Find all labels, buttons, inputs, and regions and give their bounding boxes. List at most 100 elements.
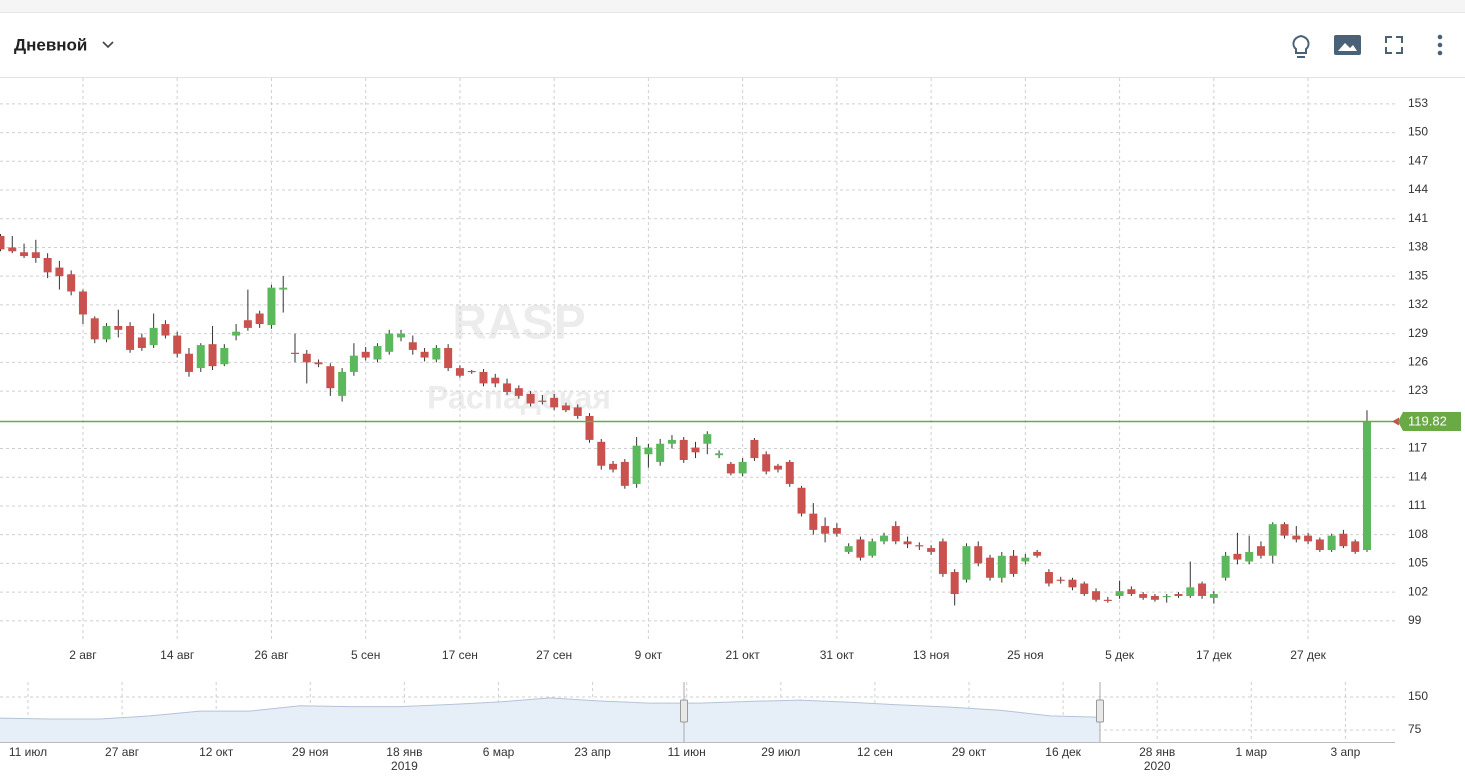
navigator-x-label: 11 июл [9,745,47,759]
candle-body [1068,579,1077,588]
last-price-flag [1398,412,1461,432]
candle-body [137,337,146,348]
candle-body [78,291,87,315]
candle-body [1256,546,1265,556]
top-strip [0,0,1465,12]
candle-body [102,325,111,340]
candle-body [1080,583,1089,595]
candle-body [1127,589,1136,595]
navigator-y-label: 75 [1408,722,1422,736]
candle-body [632,445,641,484]
y-tick-label: 111 [1408,498,1427,512]
interval-chevron[interactable] [102,41,114,49]
navigator-handle[interactable] [680,699,688,723]
last-price-marker [1392,417,1399,426]
navigator-y-label: 150 [1408,689,1428,703]
candle-body [585,415,594,440]
candle-body [1339,533,1348,547]
y-tick-label: 105 [1408,556,1428,570]
y-tick-label: 114 [1408,469,1427,483]
candle-body [962,546,971,580]
candle-body [243,320,252,328]
candle-body [938,541,947,574]
x-tick-label: 17 дек [1196,648,1232,662]
candle-body [773,465,782,470]
y-tick-label: 147 [1408,153,1428,167]
menu-button[interactable] [1437,34,1443,56]
candle-body [797,487,806,514]
candle-body [986,557,995,578]
candle-body [1362,421,1371,551]
snapshot-button[interactable] [1334,35,1361,55]
idea-button[interactable] [1292,34,1310,58]
candle-body [67,274,76,292]
navigator-x-label: 12 сен [857,745,893,759]
candle-body [620,461,629,486]
candle-body [726,463,735,474]
candle-body [126,325,135,350]
x-tick-label: 26 авг [254,648,289,662]
candle-body [444,347,453,369]
x-tick-label: 2 авг [69,648,97,662]
candle-body [220,347,229,365]
candle-body [832,527,841,534]
candle-body [950,572,959,595]
candle-body [1009,555,1018,574]
candle-body [1209,594,1218,598]
candle-body [1139,594,1148,598]
y-tick-label: 135 [1408,268,1428,282]
candle-body [1044,572,1053,584]
last-price-label: 119.82 [1408,413,1447,428]
candle-body [31,252,40,258]
candle-body [90,318,99,340]
y-tick-label: 153 [1408,96,1428,110]
navigator-x-label: 3 апр [1330,745,1360,759]
candle-body [526,393,535,404]
x-tick-label: 17 сен [442,648,478,662]
candle-body [373,346,382,360]
plot-area [0,78,1395,640]
candle-body [644,447,653,455]
candle-body [1304,535,1313,542]
candle-body [491,377,500,384]
candle-body [1280,524,1289,536]
navigator-year-label: 2020 [1144,759,1171,773]
candle-body [232,331,241,336]
candle-body [503,383,512,393]
candle-body [255,313,264,325]
y-tick-label: 141 [1408,211,1428,225]
candle-body [1033,551,1042,556]
candle-body [55,267,64,277]
y-tick-label: 123 [1408,383,1428,397]
candle-body [573,407,582,416]
navigator-x-label: 29 окт [952,745,987,759]
candle-body [20,252,29,257]
interval-selector[interactable]: Дневной [14,35,87,54]
candle-body [1103,599,1112,601]
navigator-handle[interactable] [1096,699,1104,723]
y-tick-label: 108 [1408,527,1428,541]
fullscreen-button[interactable] [1385,36,1403,54]
x-tick-label: 25 ноя [1007,648,1043,662]
candle-body [891,526,900,542]
candle-body [173,335,182,354]
candle-body [149,327,158,346]
navigator-x-label: 16 дек [1045,745,1081,759]
candle-body [0,235,5,250]
candle-body [267,287,276,326]
candle-body [1292,535,1301,540]
candle-body [455,368,464,376]
candle-body [361,351,370,358]
candle-body [868,541,877,556]
candle-body [750,439,759,459]
candle-body [656,443,665,462]
candle-body [1233,553,1242,560]
candle-body [691,447,700,453]
y-tick-label: 132 [1408,297,1428,311]
candle-body [667,439,676,444]
navigator-x-label: 11 июн [668,745,706,759]
candle-body [1198,583,1207,596]
x-tick-label: 21 окт [726,648,761,662]
candle-body [349,355,358,372]
candle-body [208,344,217,367]
